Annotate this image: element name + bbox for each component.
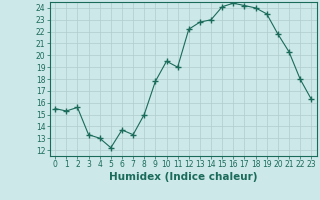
X-axis label: Humidex (Indice chaleur): Humidex (Indice chaleur) <box>109 172 258 182</box>
